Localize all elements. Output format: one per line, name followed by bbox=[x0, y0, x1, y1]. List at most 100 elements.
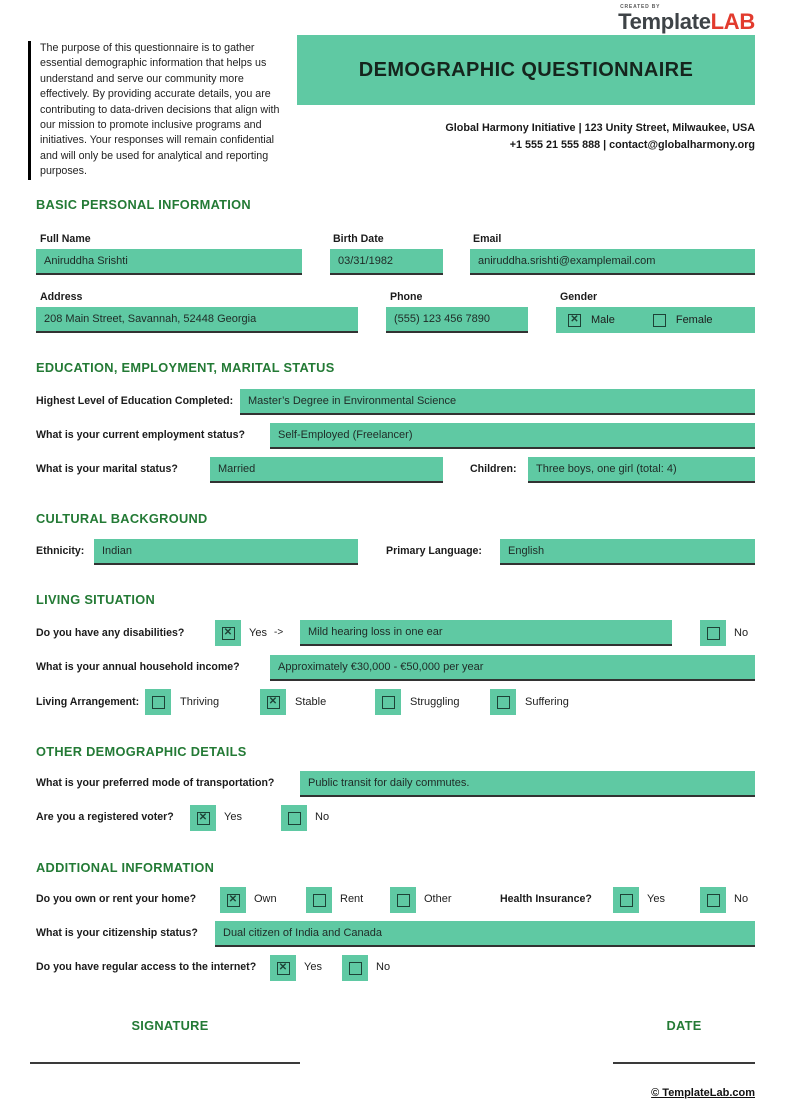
org-contact-block: Global Harmony Initiative | 123 Unity St… bbox=[297, 120, 755, 154]
birth-date-label: Birth Date bbox=[333, 233, 384, 245]
disabilities-no-label: No bbox=[734, 627, 749, 639]
org-phone-email-line: +1 555 21 555 888 | contact@globalharmon… bbox=[509, 139, 755, 151]
marital-status-label: What is your marital status? bbox=[36, 463, 178, 475]
section-heading-cultural: CULTURAL BACKGROUND bbox=[36, 511, 208, 526]
voter-no-label: No bbox=[315, 811, 330, 823]
section-heading-other: OTHER DEMOGRAPHIC DETAILS bbox=[36, 744, 247, 759]
checkbox-disabilities-yes[interactable]: ✕ bbox=[215, 620, 241, 646]
gender-female-label: Female bbox=[675, 314, 713, 326]
home-other-label: Other bbox=[424, 893, 452, 905]
signature-label: SIGNATURE bbox=[131, 1018, 209, 1033]
arrangement-stable-label: Stable bbox=[295, 696, 327, 708]
date-line bbox=[613, 1062, 755, 1064]
checkbox-insurance-no[interactable] bbox=[700, 887, 726, 913]
home-rent-label: Rent bbox=[340, 893, 364, 905]
phone-label: Phone bbox=[390, 291, 423, 303]
arrangement-struggling-label: Struggling bbox=[410, 696, 460, 708]
voter-yes-label: Yes bbox=[224, 811, 242, 823]
address-label: Address bbox=[40, 291, 83, 303]
internet-no-label: No bbox=[376, 961, 391, 973]
internet-access-label: Do you have regular access to the intern… bbox=[36, 961, 257, 973]
income-label: What is your annual household income? bbox=[36, 661, 240, 673]
children-input[interactable]: Three boys, one girl (total: 4) bbox=[528, 457, 755, 483]
checkbox-arrangement-suffering[interactable] bbox=[490, 689, 516, 715]
date-label: DATE bbox=[666, 1018, 702, 1033]
checkbox-voter-yes-mark: ✕ bbox=[198, 812, 208, 823]
voter-label: Are you a registered voter? bbox=[36, 811, 174, 823]
home-own-label: Own bbox=[254, 893, 277, 905]
logo-lab-text: LAB bbox=[710, 9, 756, 34]
email-input[interactable]: aniruddha.srishti@examplemail.com bbox=[470, 249, 755, 275]
ethnicity-label: Ethnicity: bbox=[36, 545, 85, 557]
intro-paragraph: The purpose of this questionnaire is to … bbox=[28, 41, 290, 180]
page-title: DEMOGRAPHIC QUESTIONNAIRE bbox=[297, 35, 755, 105]
checkbox-internet-yes[interactable]: ✕ bbox=[270, 955, 296, 981]
gender-male-label: Male bbox=[591, 314, 615, 326]
checkbox-insurance-yes[interactable] bbox=[613, 887, 639, 913]
checkbox-arrangement-thriving[interactable] bbox=[145, 689, 171, 715]
education-level-label: Highest Level of Education Completed: bbox=[36, 395, 234, 407]
marital-status-input[interactable]: Married bbox=[210, 457, 443, 483]
checkbox-home-own[interactable]: ✕ bbox=[220, 887, 246, 913]
birth-date-input[interactable]: 03/31/1982 bbox=[330, 249, 443, 275]
gender-label: Gender bbox=[560, 291, 598, 303]
org-address-line: Global Harmony Initiative | 123 Unity St… bbox=[445, 122, 755, 134]
ethnicity-input[interactable]: Indian bbox=[94, 539, 358, 565]
arrangement-suffering-label: Suffering bbox=[525, 696, 569, 708]
full-name-input[interactable]: Aniruddha Srishti bbox=[36, 249, 302, 275]
checkbox-arrangement-struggling[interactable] bbox=[375, 689, 401, 715]
section-heading-education: EDUCATION, EMPLOYMENT, MARITAL STATUS bbox=[36, 360, 335, 375]
checkbox-disabilities-no[interactable] bbox=[700, 620, 726, 646]
arrangement-thriving-label: Thriving bbox=[180, 696, 220, 708]
section-heading-living: LIVING SITUATION bbox=[36, 592, 156, 607]
checkbox-voter-no[interactable] bbox=[281, 805, 307, 831]
checkbox-gender-male[interactable]: ✕ bbox=[568, 313, 581, 327]
logo-created-by-text: CREATED BY bbox=[620, 4, 661, 10]
signature-line bbox=[30, 1062, 300, 1064]
checkbox-disabilities-yes-mark: ✕ bbox=[223, 627, 233, 638]
full-name-label: Full Name bbox=[40, 233, 91, 245]
primary-language-input[interactable]: English bbox=[500, 539, 755, 565]
checkbox-gender-female[interactable] bbox=[652, 313, 666, 327]
templatelab-logo: CREATED BY TemplateLAB bbox=[618, 4, 755, 33]
disabilities-label: Do you have any disabilities? bbox=[36, 627, 185, 639]
home-ownership-label: Do you own or rent your home? bbox=[36, 893, 197, 905]
employment-status-input[interactable]: Self-Employed (Freelancer) bbox=[270, 423, 755, 449]
disabilities-detail-input[interactable]: Mild hearing loss in one ear bbox=[300, 620, 672, 646]
disabilities-yes-label: Yes bbox=[249, 627, 267, 639]
checkbox-home-rent[interactable] bbox=[306, 887, 332, 913]
health-insurance-label: Health Insurance? bbox=[500, 893, 592, 905]
transportation-input[interactable]: Public transit for daily commutes. bbox=[300, 771, 755, 797]
education-level-input[interactable]: Master’s Degree in Environmental Science bbox=[240, 389, 755, 415]
internet-yes-label: Yes bbox=[304, 961, 322, 973]
address-input[interactable]: 208 Main Street, Savannah, 52448 Georgia bbox=[36, 307, 358, 333]
gender-field: ✕ Male Female bbox=[556, 307, 755, 333]
transportation-label: What is your preferred mode of transport… bbox=[36, 777, 275, 789]
checkbox-home-own-mark: ✕ bbox=[228, 894, 238, 905]
section-heading-additional: ADDITIONAL INFORMATION bbox=[36, 860, 215, 875]
logo-wordmark: TemplateLAB bbox=[618, 10, 755, 33]
children-label: Children: bbox=[470, 463, 517, 475]
checkbox-internet-yes-mark: ✕ bbox=[278, 962, 288, 973]
email-label: Email bbox=[473, 233, 502, 245]
disabilities-arrow: -> bbox=[274, 627, 284, 638]
checkbox-home-other[interactable] bbox=[390, 887, 416, 913]
checkbox-arrangement-stable[interactable]: ✕ bbox=[260, 689, 286, 715]
income-input[interactable]: Approximately €30,000 - €50,000 per year bbox=[270, 655, 755, 681]
section-heading-basic: BASIC PERSONAL INFORMATION bbox=[36, 197, 251, 212]
logo-template-text: Template bbox=[618, 9, 711, 34]
insurance-no-label: No bbox=[734, 893, 749, 905]
employment-status-label: What is your current employment status? bbox=[36, 429, 245, 441]
citizenship-input[interactable]: Dual citizen of India and Canada bbox=[215, 921, 755, 947]
checkbox-arrangement-stable-mark: ✕ bbox=[268, 696, 278, 707]
checkbox-internet-no[interactable] bbox=[342, 955, 368, 981]
checkbox-gender-male-mark: ✕ bbox=[570, 314, 579, 325]
insurance-yes-label: Yes bbox=[647, 893, 665, 905]
primary-language-label: Primary Language: bbox=[386, 545, 482, 557]
citizenship-label: What is your citizenship status? bbox=[36, 927, 198, 939]
living-arrangement-label: Living Arrangement: bbox=[36, 696, 140, 708]
copyright-link[interactable]: © TemplateLab.com bbox=[651, 1087, 755, 1099]
phone-input[interactable]: (555) 123 456 7890 bbox=[386, 307, 528, 333]
checkbox-voter-yes[interactable]: ✕ bbox=[190, 805, 216, 831]
